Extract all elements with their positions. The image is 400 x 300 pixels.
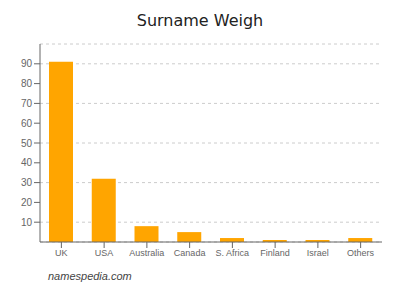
- svg-text:USA: USA: [95, 248, 114, 258]
- svg-text:Israel: Israel: [307, 248, 329, 258]
- svg-text:50: 50: [21, 138, 33, 149]
- svg-text:20: 20: [21, 197, 33, 208]
- svg-text:90: 90: [21, 58, 33, 69]
- html-text:Surname Weigh: Surname Weigh: [136, 11, 264, 30]
- svg-text:30: 30: [21, 177, 33, 188]
- svg-text:Australia: Australia: [129, 248, 164, 258]
- svg-text:Canada: Canada: [174, 248, 206, 258]
- svg-text:40: 40: [21, 157, 33, 168]
- svg-text:80: 80: [21, 78, 33, 89]
- svg-text:70: 70: [21, 98, 33, 109]
- svg-text:S. Africa: S. Africa: [216, 248, 250, 258]
- svg-text:10: 10: [21, 217, 33, 228]
- html-text:namespedia.com: namespedia.com: [48, 270, 132, 282]
- svg-text:Others: Others: [347, 248, 375, 258]
- svg-text:Finland: Finland: [260, 248, 290, 258]
- svg-text:60: 60: [21, 118, 33, 129]
- svg-text:UK: UK: [55, 248, 68, 258]
